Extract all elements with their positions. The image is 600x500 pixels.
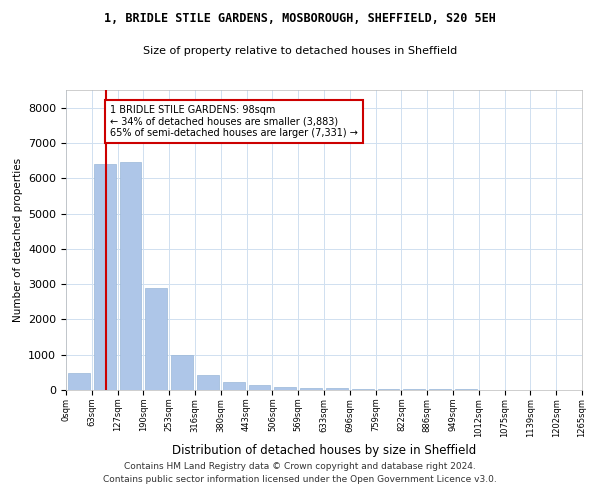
Bar [145,288,167,390]
Bar [171,354,193,390]
Bar [326,388,348,390]
Bar [403,389,425,390]
Bar [248,386,271,390]
Bar [94,164,116,390]
Text: Contains public sector information licensed under the Open Government Licence v3: Contains public sector information licen… [103,474,497,484]
Bar [377,389,400,390]
Text: 1 BRIDLE STILE GARDENS: 98sqm
← 34% of detached houses are smaller (3,883)
65% o: 1 BRIDLE STILE GARDENS: 98sqm ← 34% of d… [110,105,358,138]
Bar [274,387,296,390]
Bar [223,382,245,390]
Bar [300,388,322,390]
Text: Contains HM Land Registry data © Crown copyright and database right 2024.: Contains HM Land Registry data © Crown c… [124,462,476,471]
Bar [68,373,90,390]
Y-axis label: Number of detached properties: Number of detached properties [13,158,23,322]
Text: 1, BRIDLE STILE GARDENS, MOSBOROUGH, SHEFFIELD, S20 5EH: 1, BRIDLE STILE GARDENS, MOSBOROUGH, SHE… [104,12,496,26]
Bar [352,388,374,390]
Bar [197,375,219,390]
Bar [119,162,142,390]
X-axis label: Distribution of detached houses by size in Sheffield: Distribution of detached houses by size … [172,444,476,456]
Text: Size of property relative to detached houses in Sheffield: Size of property relative to detached ho… [143,46,457,56]
